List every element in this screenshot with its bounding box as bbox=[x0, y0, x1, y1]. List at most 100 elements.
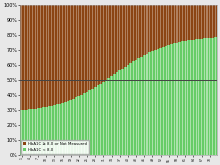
Bar bbox=[20, 110, 23, 155]
Bar bbox=[80, 5, 83, 95]
Bar bbox=[209, 38, 210, 155]
Bar bbox=[146, 54, 148, 155]
Bar bbox=[64, 102, 67, 155]
Bar bbox=[171, 5, 172, 44]
Bar bbox=[206, 38, 207, 155]
Bar bbox=[37, 108, 38, 155]
Bar bbox=[51, 106, 52, 155]
Bar bbox=[141, 57, 142, 155]
Bar bbox=[160, 5, 161, 48]
Bar bbox=[21, 5, 22, 110]
Bar bbox=[50, 5, 53, 106]
Bar bbox=[198, 5, 199, 39]
Bar bbox=[151, 51, 154, 155]
Bar bbox=[32, 109, 33, 155]
Bar bbox=[215, 37, 216, 155]
Bar bbox=[54, 5, 55, 105]
Bar bbox=[157, 49, 158, 155]
Bar bbox=[167, 45, 170, 155]
Bar bbox=[155, 5, 156, 50]
Bar bbox=[209, 5, 210, 38]
Bar bbox=[111, 5, 112, 76]
Bar bbox=[187, 40, 189, 155]
Bar bbox=[75, 5, 77, 98]
Bar bbox=[56, 104, 59, 155]
Bar bbox=[34, 5, 37, 109]
Bar bbox=[118, 70, 121, 155]
Bar bbox=[56, 5, 59, 104]
Bar bbox=[157, 5, 158, 49]
Bar bbox=[75, 98, 77, 155]
Bar bbox=[78, 96, 79, 155]
Bar bbox=[206, 5, 207, 38]
Bar bbox=[48, 5, 50, 106]
Bar bbox=[182, 41, 183, 155]
Bar bbox=[61, 5, 64, 103]
Bar bbox=[77, 96, 80, 155]
Bar bbox=[54, 105, 55, 155]
Bar bbox=[89, 90, 90, 155]
Bar bbox=[160, 48, 161, 155]
Bar bbox=[57, 5, 58, 104]
Bar bbox=[144, 55, 145, 155]
Bar bbox=[198, 39, 199, 155]
Bar bbox=[132, 61, 135, 155]
Bar bbox=[95, 87, 96, 155]
Bar bbox=[108, 78, 110, 155]
Bar bbox=[138, 5, 139, 58]
Bar bbox=[166, 46, 167, 155]
Bar bbox=[102, 5, 105, 82]
Bar bbox=[50, 106, 53, 155]
Bar bbox=[78, 5, 79, 96]
Bar bbox=[28, 110, 31, 155]
Bar bbox=[212, 5, 213, 37]
Bar bbox=[212, 37, 213, 155]
Bar bbox=[64, 5, 67, 102]
Bar bbox=[165, 5, 167, 46]
Bar bbox=[162, 5, 165, 47]
Bar bbox=[203, 5, 206, 38]
Bar bbox=[155, 50, 156, 155]
Bar bbox=[170, 5, 173, 44]
Bar bbox=[65, 5, 66, 102]
Bar bbox=[92, 89, 93, 155]
Bar bbox=[182, 5, 183, 41]
Bar bbox=[140, 5, 143, 57]
Bar bbox=[124, 5, 126, 67]
Bar bbox=[201, 38, 202, 155]
Bar bbox=[201, 5, 202, 38]
Bar bbox=[211, 5, 214, 37]
Bar bbox=[81, 5, 82, 95]
Bar bbox=[24, 110, 25, 155]
Bar bbox=[168, 45, 169, 155]
Bar bbox=[105, 80, 108, 155]
Bar bbox=[88, 90, 91, 155]
Bar bbox=[179, 5, 180, 42]
Bar bbox=[127, 65, 128, 155]
Bar bbox=[84, 93, 85, 155]
Bar bbox=[146, 5, 148, 54]
Bar bbox=[43, 107, 44, 155]
Bar bbox=[100, 84, 101, 155]
Bar bbox=[113, 74, 116, 155]
Bar bbox=[48, 106, 50, 155]
Bar bbox=[136, 60, 137, 155]
Bar bbox=[192, 40, 195, 155]
Bar bbox=[72, 99, 75, 155]
Bar bbox=[29, 110, 30, 155]
Bar bbox=[48, 106, 50, 155]
Bar bbox=[176, 43, 178, 155]
Bar bbox=[184, 41, 187, 155]
Bar bbox=[80, 95, 83, 155]
Bar bbox=[70, 100, 71, 155]
Bar bbox=[37, 108, 39, 155]
Bar bbox=[99, 84, 102, 155]
Bar bbox=[204, 5, 205, 38]
Bar bbox=[148, 5, 151, 52]
Bar bbox=[97, 5, 99, 85]
Bar bbox=[86, 92, 88, 155]
Bar bbox=[26, 5, 28, 110]
Bar bbox=[184, 5, 187, 41]
Bar bbox=[94, 5, 97, 87]
Bar bbox=[206, 38, 208, 155]
